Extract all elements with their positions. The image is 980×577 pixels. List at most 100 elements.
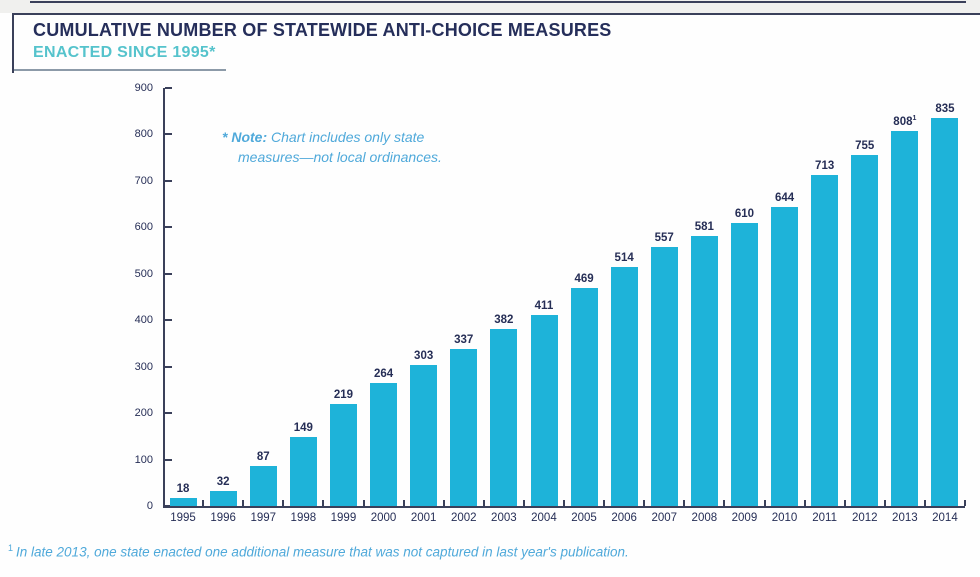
bar-value-label: 337 <box>454 334 474 346</box>
x-axis-tick <box>603 500 606 506</box>
y-axis-tick <box>165 319 172 322</box>
x-axis-tick <box>923 500 926 506</box>
x-axis-tick <box>402 500 405 506</box>
note-text-1: Chart includes only state <box>267 129 425 145</box>
y-axis <box>163 88 165 506</box>
bar-label-superscript: 1 <box>912 115 917 123</box>
bar-1995 <box>169 498 197 506</box>
bar-2001 <box>410 365 438 506</box>
bar-2007 <box>650 247 678 506</box>
bar-value-label: 581 <box>694 221 714 233</box>
y-axis-tick <box>165 458 172 461</box>
x-tick-label-2010: 2010 <box>771 512 798 524</box>
bar-value-label: 264 <box>373 368 394 380</box>
x-tick-label-1998: 1998 <box>290 512 317 524</box>
y-tick-label: 0 <box>146 500 153 512</box>
y-axis-tick <box>165 226 172 229</box>
y-tick-label: 800 <box>134 128 153 141</box>
bar-2004 <box>530 315 558 506</box>
bar-2012 <box>851 155 879 506</box>
y-axis-tick <box>165 365 172 368</box>
chart-note-line1: * Note: Chart includes only state <box>222 127 442 147</box>
bar-2008 <box>690 236 718 506</box>
y-tick-label: 500 <box>134 267 153 280</box>
chart-note: * Note: Chart includes only state measur… <box>222 127 442 167</box>
y-tick-label: 300 <box>134 360 153 373</box>
bar-value-label: 514 <box>614 252 634 264</box>
bar-2006 <box>610 267 638 506</box>
x-tick-label-1997: 1997 <box>250 512 277 524</box>
footnote-text: In late 2013, one state enacted one addi… <box>16 544 629 560</box>
x-tick-label-2003: 2003 <box>491 512 517 524</box>
x-tick-label-2008: 2008 <box>691 512 718 524</box>
x-tick-label-2001: 2001 <box>410 512 437 524</box>
x-tick-label-1996: 1996 <box>210 512 236 524</box>
x-axis-tick <box>442 500 445 506</box>
bar-2005 <box>570 288 598 506</box>
x-axis-tick <box>643 500 646 506</box>
chart-note-line2: measures—not local ordinances. <box>238 149 442 165</box>
y-axis-tick <box>165 272 172 275</box>
y-tick-label: 100 <box>134 453 153 466</box>
bar-value-label: 610 <box>734 208 755 220</box>
x-axis-tick <box>964 500 966 506</box>
top-strip <box>0 0 980 13</box>
bar-1996 <box>209 491 237 506</box>
page-title: CUMULATIVE NUMBER OF STATEWIDE ANTI-CHOI… <box>33 20 612 40</box>
y-tick-label: 900 <box>134 82 153 94</box>
bar-value-label: 219 <box>333 389 354 401</box>
x-tick-label-2013: 2013 <box>892 512 918 524</box>
x-axis-tick <box>362 500 365 506</box>
y-tick-label: 700 <box>134 174 153 187</box>
bar-2009 <box>730 223 758 506</box>
bar-value-label: 149 <box>293 422 313 434</box>
title-box-border-left <box>12 13 14 73</box>
x-axis-tick <box>202 500 205 506</box>
plot-area: 0 100 200 300 400 500 600 700 800 900 18 1995 32 1996… <box>135 82 966 524</box>
x-axis-tick <box>282 500 285 506</box>
footnote: 1 In late 2013, one state enacted one add… <box>8 543 629 560</box>
x-axis-tick <box>482 500 485 506</box>
bar-1997 <box>249 466 277 506</box>
bar-value-label: 557 <box>654 232 674 244</box>
bar-value-label: 382 <box>494 314 514 326</box>
x-tick-label-2011: 2011 <box>812 512 837 524</box>
bar-value-label: 303 <box>414 350 434 362</box>
bar-2003 <box>490 329 518 506</box>
x-axis <box>163 506 965 508</box>
footnote-marker: 1 <box>8 543 14 553</box>
bar-value-label: 32 <box>216 476 230 488</box>
x-axis-tick <box>522 500 525 506</box>
y-axis-tick <box>165 505 172 507</box>
x-tick-label-2006: 2006 <box>611 512 637 524</box>
x-axis-tick <box>683 500 686 506</box>
y-tick-label: 600 <box>134 221 153 234</box>
y-axis-tick <box>165 412 172 415</box>
bar-2010 <box>771 207 798 506</box>
page-subtitle: ENACTED SINCE 1995* <box>33 44 216 61</box>
x-tick-label-2012: 2012 <box>851 512 878 524</box>
x-tick-label-2005: 2005 <box>571 512 597 524</box>
x-tick-label-2002: 2002 <box>450 512 477 524</box>
x-axis-tick <box>763 500 766 506</box>
bar-value-label: 713 <box>815 160 835 172</box>
x-tick-label-1995: 1995 <box>170 512 196 524</box>
y-axis-tick <box>165 179 172 182</box>
bar-value-label: 644 <box>774 192 795 204</box>
bar-value-label: 835 <box>935 103 955 115</box>
y-axis-tick <box>165 133 172 136</box>
x-axis-tick <box>883 500 886 506</box>
x-tick-label-2014: 2014 <box>932 512 958 524</box>
bar-2014 <box>931 118 959 506</box>
title-box-border-top <box>12 13 980 15</box>
y-tick-label: 400 <box>134 314 153 327</box>
note-prefix: * Note: <box>222 129 268 145</box>
y-tick-label: 200 <box>134 407 153 420</box>
top-rule <box>30 1 966 3</box>
bar-value-label: 8081 <box>893 115 917 128</box>
bar-value-label: 411 <box>534 300 554 312</box>
x-axis-tick <box>723 500 726 506</box>
bar-2002 <box>450 349 478 506</box>
subtitle-underline <box>14 69 226 71</box>
x-axis-tick <box>242 500 245 506</box>
